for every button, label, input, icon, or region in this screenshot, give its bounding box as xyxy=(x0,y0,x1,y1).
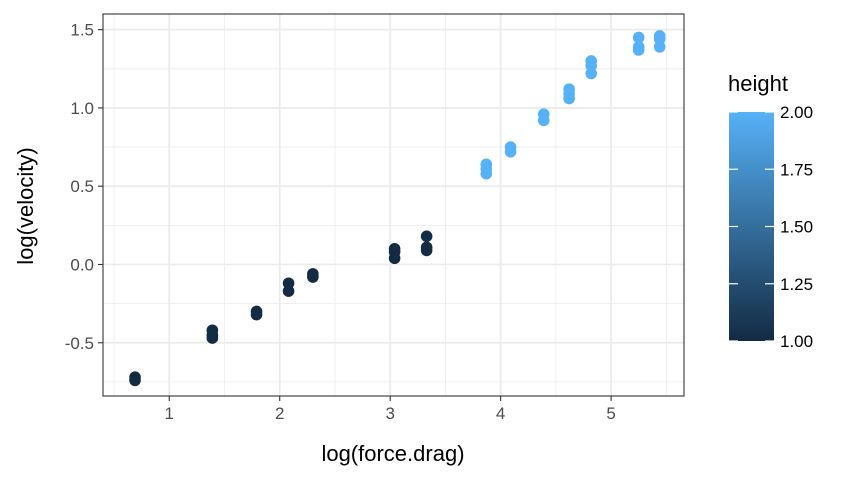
x-axis-title: log(force.drag) xyxy=(321,441,464,466)
y-tick-label: 1.0 xyxy=(70,99,94,118)
data-point xyxy=(282,285,295,297)
y-tick-labels: -0.5 0.0 0.5 1.0 1.5 xyxy=(65,21,94,353)
data-point xyxy=(563,92,575,105)
legend-tick-label: 1.50 xyxy=(780,218,813,237)
legend-ticks: 1.00 1.25 1.50 1.75 2.00 xyxy=(729,103,813,351)
legend-title: height xyxy=(728,71,788,96)
data-point xyxy=(307,271,319,283)
data-point xyxy=(504,145,517,158)
plot-panel-border xyxy=(102,13,685,397)
legend-tick-label: 1.00 xyxy=(780,332,813,351)
data-point xyxy=(632,31,645,44)
data-point xyxy=(653,41,666,53)
data-point xyxy=(388,252,401,265)
axis-ticks xyxy=(98,29,612,401)
data-point xyxy=(250,308,263,321)
x-tick-label: 3 xyxy=(385,404,394,423)
y-tick-label: -0.5 xyxy=(65,334,94,353)
data-point xyxy=(420,244,433,257)
data-point xyxy=(632,44,645,56)
x-tick-label: 2 xyxy=(275,404,284,423)
legend-tick-label: 2.00 xyxy=(780,103,813,122)
x-tick-label: 5 xyxy=(606,404,615,423)
data-point xyxy=(537,114,550,127)
legend-tick-label: 1.75 xyxy=(780,160,813,179)
x-tick-label: 4 xyxy=(496,404,505,423)
data-points xyxy=(129,30,666,387)
data-point xyxy=(480,167,493,180)
legend-tick-label: 1.25 xyxy=(780,275,813,294)
y-axis-title: log(velocity) xyxy=(13,147,38,264)
y-tick-label: 0.5 xyxy=(70,177,94,196)
y-tick-label: 1.5 xyxy=(70,21,94,40)
data-point xyxy=(129,374,141,387)
x-tick-label: 1 xyxy=(165,404,174,423)
major-gridlines xyxy=(103,14,684,396)
x-tick-labels: 1 2 3 4 5 xyxy=(165,404,616,423)
y-tick-label: 0.0 xyxy=(70,255,94,274)
color-legend: height 1.00 1.25 1.50 1.75 2.00 xyxy=(728,71,813,351)
data-point xyxy=(585,67,598,80)
data-point xyxy=(420,230,433,243)
data-point xyxy=(206,332,219,344)
